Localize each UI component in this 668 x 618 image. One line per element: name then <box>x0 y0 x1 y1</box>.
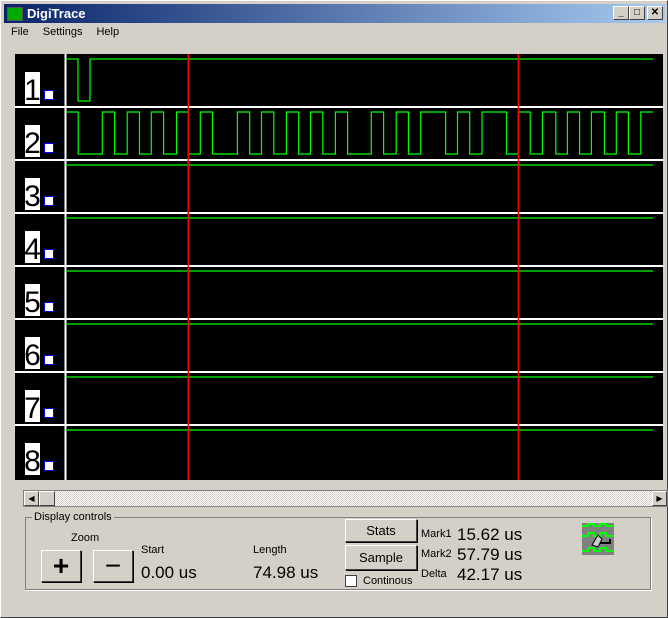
zoom-label: Zoom <box>71 532 100 544</box>
scroll-left-button[interactable]: ◀ <box>24 491 39 506</box>
horizontal-scrollbar[interactable]: ◀ ▶ <box>23 490 668 507</box>
stats-button[interactable]: Stats <box>345 519 417 542</box>
mark2-value: 57.79 us <box>457 545 523 564</box>
channel-enable-checkbox[interactable] <box>44 302 54 312</box>
menu-file[interactable]: File <box>11 26 29 38</box>
channel-enable-checkbox[interactable] <box>44 355 54 365</box>
menu-settings[interactable]: Settings <box>42 26 83 38</box>
scroll-right-button[interactable]: ▶ <box>652 491 667 506</box>
channel-label: 6 <box>24 339 41 372</box>
menu-help[interactable]: Help <box>96 26 120 38</box>
channel-label: 5 <box>24 286 41 319</box>
delta-value: 42.17 us <box>457 565 523 584</box>
mark2-label: Mark2 <box>421 548 452 560</box>
channel-label-box <box>25 231 40 263</box>
channel-label: 2 <box>24 127 41 160</box>
channel-label-box <box>25 443 40 475</box>
channel-label-box <box>25 284 40 316</box>
length-label: Length <box>253 544 287 556</box>
channel-label-box <box>25 178 40 210</box>
minimize-button[interactable]: _ <box>613 6 629 20</box>
continous-label: Continous <box>363 575 413 587</box>
continous-checkbox[interactable] <box>345 575 357 587</box>
display-controls-group: Display controls <box>25 511 651 590</box>
channel-label: 1 <box>24 74 41 107</box>
zoom-in-button[interactable]: + <box>41 550 81 582</box>
channel-label-box <box>25 72 40 104</box>
menu-bar: File Settings Help <box>4 24 126 42</box>
channel-enable-checkbox[interactable] <box>44 90 54 100</box>
logic-analyzer-icon <box>582 523 614 555</box>
channel-trace <box>66 58 653 102</box>
maximize-button[interactable]: □ <box>629 6 645 20</box>
channel-enable-checkbox[interactable] <box>44 408 54 418</box>
channel-label: 4 <box>24 233 41 266</box>
group-label: Display controls <box>32 511 114 523</box>
start-label: Start <box>141 544 165 556</box>
channel-label: 8 <box>24 445 41 478</box>
start-value: 0.00 us <box>141 563 197 582</box>
channel-enable-checkbox[interactable] <box>44 461 54 471</box>
mark1-label: Mark1 <box>421 528 452 540</box>
mark1-value: 15.62 us <box>457 525 523 544</box>
channel-enable-checkbox[interactable] <box>44 143 54 153</box>
window-title: DigiTrace <box>27 6 86 21</box>
channel-enable-checkbox[interactable] <box>44 249 54 259</box>
trace-canvas[interactable]: 1 2 3 4 5 6 7 8 <box>15 54 663 480</box>
title-bar: DigiTrace _ □ ✕ <box>4 4 665 23</box>
trace-display[interactable]: 1 2 3 4 5 6 7 8 <box>15 54 663 480</box>
channel-enable-checkbox[interactable] <box>44 196 54 206</box>
channel-trace <box>66 111 653 155</box>
channel-label: 7 <box>24 392 41 425</box>
close-button[interactable]: ✕ <box>647 6 663 20</box>
channel-label: 3 <box>24 180 41 213</box>
scroll-thumb[interactable] <box>39 491 55 506</box>
channel-label-box <box>25 337 40 369</box>
channel-label-box <box>25 125 40 157</box>
app-icon <box>7 6 23 21</box>
channel-label-box <box>25 390 40 422</box>
zoom-out-button[interactable]: − <box>93 550 133 582</box>
delta-label: Delta <box>421 568 447 580</box>
length-value: 74.98 us <box>253 563 319 582</box>
sample-button[interactable]: Sample <box>345 545 417 570</box>
